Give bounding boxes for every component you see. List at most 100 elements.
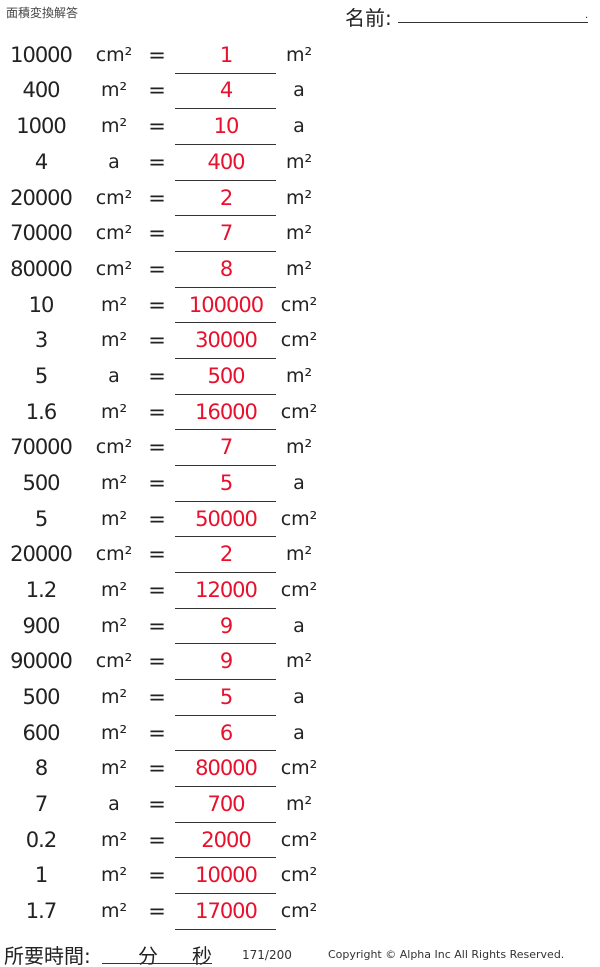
equals-sign: =	[148, 720, 166, 745]
to-unit: cm²	[280, 507, 318, 530]
problem-row: 5 m² = 50000 cm²	[0, 501, 340, 538]
to-unit: cm²	[280, 828, 318, 851]
answer-line	[175, 607, 276, 609]
from-unit: m²	[100, 471, 128, 494]
answer-line	[175, 572, 276, 574]
answer: 7	[219, 435, 233, 460]
problem-value: 4	[34, 149, 48, 174]
to-unit: m²	[285, 222, 313, 245]
to-unit: m²	[285, 650, 313, 673]
answer: 9	[219, 613, 233, 638]
equals-sign: =	[148, 328, 166, 353]
from-unit: m²	[100, 685, 128, 708]
name-label: 名前:	[345, 6, 392, 30]
answer-line	[175, 714, 276, 716]
equals-sign: =	[148, 863, 166, 888]
answer-line	[175, 429, 276, 431]
to-unit: cm²	[280, 329, 318, 352]
answer: 30000	[195, 328, 258, 353]
to-unit: cm²	[280, 899, 318, 922]
from-unit: m²	[100, 400, 128, 423]
answer-line	[175, 108, 276, 110]
answer: 400	[207, 149, 245, 174]
from-unit: m²	[100, 115, 128, 138]
answer-line	[175, 750, 276, 752]
answer-line	[175, 821, 276, 823]
equals-sign: =	[148, 613, 166, 638]
answer: 2000	[201, 827, 251, 852]
answer-line	[175, 928, 276, 930]
problem-value: 7	[34, 791, 48, 816]
answer-line	[175, 857, 276, 859]
to-unit: cm²	[280, 578, 318, 601]
problem-row: 80000 cm² = 8 m²	[0, 251, 340, 288]
equals-sign: =	[148, 827, 166, 852]
answer-line	[175, 72, 276, 74]
problem-value: 70000	[10, 221, 73, 246]
problem-row: 1 m² = 10000 cm²	[0, 857, 340, 895]
to-unit: m²	[285, 150, 313, 173]
time-field-line	[102, 963, 212, 964]
answer: 500	[207, 363, 245, 388]
name-dot: .	[585, 10, 589, 21]
answer: 9	[219, 649, 233, 674]
from-unit: cm²	[95, 650, 133, 673]
problem-value: 1.2	[25, 577, 57, 602]
problem-row: 1.6 m² = 16000 cm²	[0, 394, 340, 431]
time-label: 所要時間:	[4, 944, 91, 967]
problem-row: 500 m² = 5 a	[0, 465, 340, 502]
equals-sign: =	[148, 114, 166, 139]
answer: 10	[213, 114, 240, 139]
equals-sign: =	[148, 791, 166, 816]
problem-row: 600 m² = 6 a	[0, 715, 340, 752]
answer-line	[175, 251, 276, 252]
to-unit: a	[293, 471, 305, 494]
answer: 50000	[195, 506, 258, 531]
problem-value: 20000	[10, 185, 73, 210]
from-unit: m²	[100, 329, 128, 352]
from-unit: a	[108, 150, 120, 173]
problem-row: 8 m² = 80000 cm²	[0, 750, 340, 788]
problem-row: 70000 cm² = 7 m²	[0, 429, 340, 467]
to-unit: a	[293, 614, 305, 637]
to-unit: m²	[285, 186, 313, 209]
from-unit: a	[108, 364, 120, 387]
to-unit: a	[293, 685, 305, 708]
equals-sign: =	[148, 363, 166, 388]
minutes-label: 分	[138, 944, 158, 967]
answer: 17000	[195, 898, 258, 923]
to-unit: a	[293, 721, 305, 744]
equals-sign: =	[148, 435, 166, 460]
from-unit: cm²	[95, 436, 133, 459]
problem-value: 80000	[10, 256, 73, 281]
problem-row: 90000 cm² = 9 m²	[0, 643, 340, 681]
to-unit: m²	[285, 436, 313, 459]
to-unit: m²	[285, 543, 313, 566]
problem-value: 400	[22, 78, 60, 103]
to-unit: m²	[285, 364, 313, 387]
answer-line	[175, 143, 276, 145]
to-unit: cm²	[280, 400, 318, 423]
seconds-label: 秒	[192, 944, 212, 967]
answer-line	[175, 322, 276, 324]
from-unit: m²	[100, 507, 128, 530]
from-unit: m²	[100, 721, 128, 744]
from-unit: cm²	[95, 222, 133, 245]
answer: 700	[207, 791, 245, 816]
problem-value: 500	[22, 470, 60, 495]
answer-line	[175, 643, 276, 645]
answer: 1	[219, 42, 233, 67]
copyright: Copyright © Alpha Inc All Rights Reserve…	[328, 948, 565, 961]
from-unit: m²	[100, 614, 128, 637]
answer: 2	[219, 185, 233, 210]
equals-sign: =	[148, 506, 166, 531]
page-number: 171/200	[242, 948, 292, 962]
problem-row: 70000 cm² = 7 m²	[0, 215, 340, 252]
answer-line	[175, 215, 276, 217]
answer: 80000	[195, 756, 258, 781]
problem-row: 10000 cm² = 1 m²	[0, 37, 340, 74]
name-field-line	[398, 22, 588, 23]
problem-value: 10000	[10, 42, 73, 67]
answer: 100000	[188, 292, 264, 317]
